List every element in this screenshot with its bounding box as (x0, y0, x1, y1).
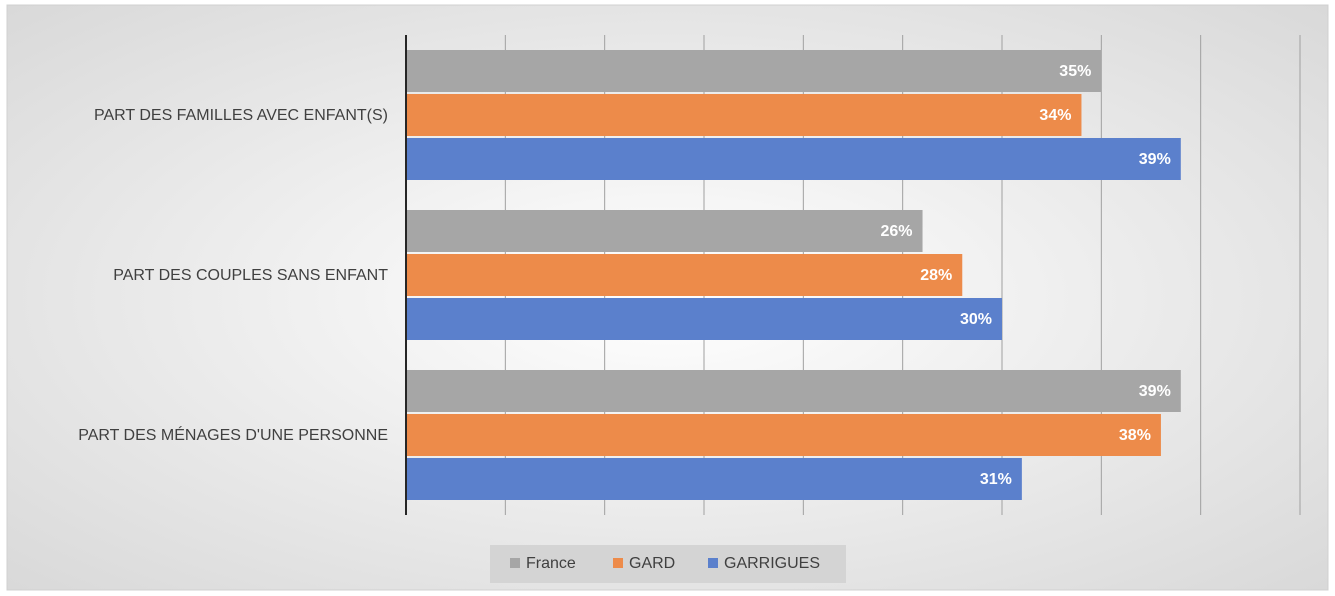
legend-swatch (708, 558, 718, 568)
data-label: 31% (980, 471, 1012, 488)
bar (406, 414, 1161, 456)
data-label: 39% (1139, 383, 1171, 400)
data-label: 26% (881, 223, 913, 240)
data-label: 35% (1059, 63, 1091, 80)
data-label: 28% (920, 267, 952, 284)
data-label: 30% (960, 311, 992, 328)
category-label: PART DES MÉNAGES D'UNE PERSONNE (78, 425, 388, 444)
category-label: PART DES FAMILLES AVEC ENFANT(S) (94, 107, 388, 124)
legend-box (490, 545, 846, 583)
legend-label: GARD (629, 555, 675, 572)
data-label: 34% (1039, 107, 1071, 124)
legend-label: GARRIGUES (724, 555, 820, 572)
category-label: PART DES COUPLES SANS ENFANT (113, 267, 388, 284)
bar (406, 458, 1022, 500)
chart-background (6, 4, 1329, 591)
legend: France GARD GARRIGUES (490, 545, 846, 583)
bar (406, 94, 1082, 136)
bar (406, 254, 963, 296)
legend-swatch (510, 558, 520, 568)
data-label: 38% (1119, 427, 1151, 444)
legend-label: France (526, 555, 576, 572)
bar (406, 210, 923, 252)
legend-swatch (613, 558, 623, 568)
bar (406, 298, 1002, 340)
bar (406, 50, 1102, 92)
bar (406, 138, 1181, 180)
bar (406, 370, 1181, 412)
data-label: 39% (1139, 151, 1171, 168)
